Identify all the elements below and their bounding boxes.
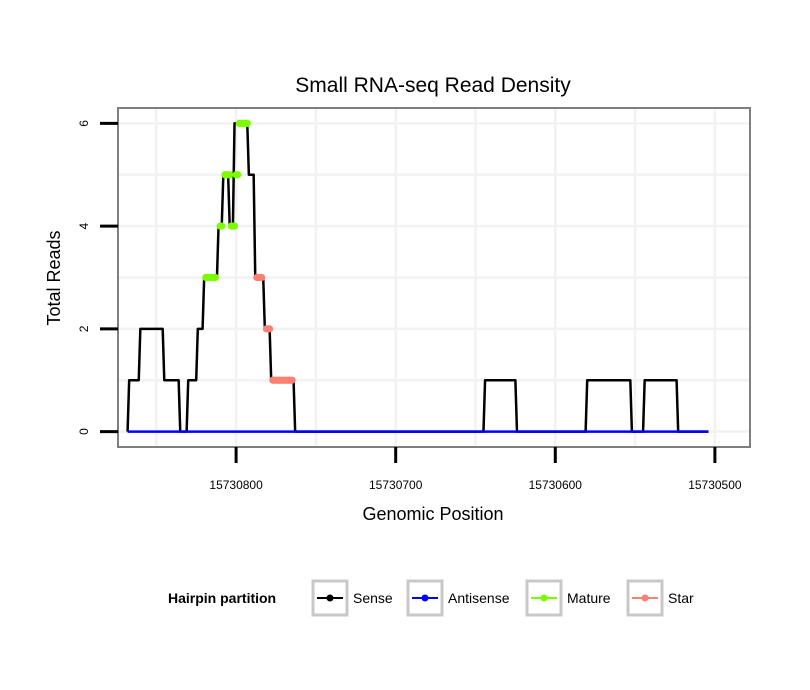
chart-title: Small RNA-seq Read Density	[295, 74, 571, 97]
data-point-mature	[226, 171, 234, 179]
x-axis-label: Genomic Position	[362, 504, 503, 524]
series-mature	[202, 119, 251, 282]
legend-item-star: Star	[626, 579, 694, 617]
data-point-star	[288, 376, 296, 384]
data-point-mature	[243, 119, 251, 128]
legend: Hairpin partition Sense Antisense Mature St…	[168, 579, 694, 617]
legend-dot	[641, 594, 649, 602]
legend-item-sense: Sense	[311, 579, 393, 617]
legend-label: Sense	[353, 590, 393, 606]
legend-dot	[540, 594, 548, 602]
legend-title: Hairpin partition	[168, 590, 276, 606]
data-point-star	[266, 325, 274, 333]
data-point-mature	[230, 222, 239, 230]
data-point-star	[258, 273, 266, 282]
data-point-mature	[234, 171, 242, 179]
x-tick-label: 15730800	[209, 478, 263, 492]
series-star	[253, 273, 296, 384]
legend-dot	[326, 594, 334, 602]
series-layer	[126, 119, 709, 433]
y-axis: 0 2 4 6	[77, 120, 118, 435]
y-tick-label: 4	[77, 222, 91, 229]
legend-label: Star	[668, 590, 694, 606]
x-axis: 15730800 15730700 15730600 15730500	[209, 447, 742, 492]
legend-item-mature: Mature	[525, 579, 611, 617]
x-tick-label: 15730700	[369, 478, 423, 492]
x-tick-label: 15730600	[529, 478, 583, 492]
x-tick-label: 15730500	[688, 478, 742, 492]
legend-label: Antisense	[448, 590, 510, 606]
y-axis-label: Total Reads	[44, 230, 64, 325]
legend-dot	[421, 594, 429, 602]
data-point-mature	[211, 273, 219, 282]
legend-label: Mature	[567, 590, 611, 606]
legend-item-antisense: Antisense	[406, 579, 510, 617]
y-tick-label: 0	[77, 428, 91, 435]
data-point-mature	[218, 222, 226, 230]
y-tick-label: 6	[77, 120, 91, 127]
y-tick-label: 2	[77, 325, 91, 332]
